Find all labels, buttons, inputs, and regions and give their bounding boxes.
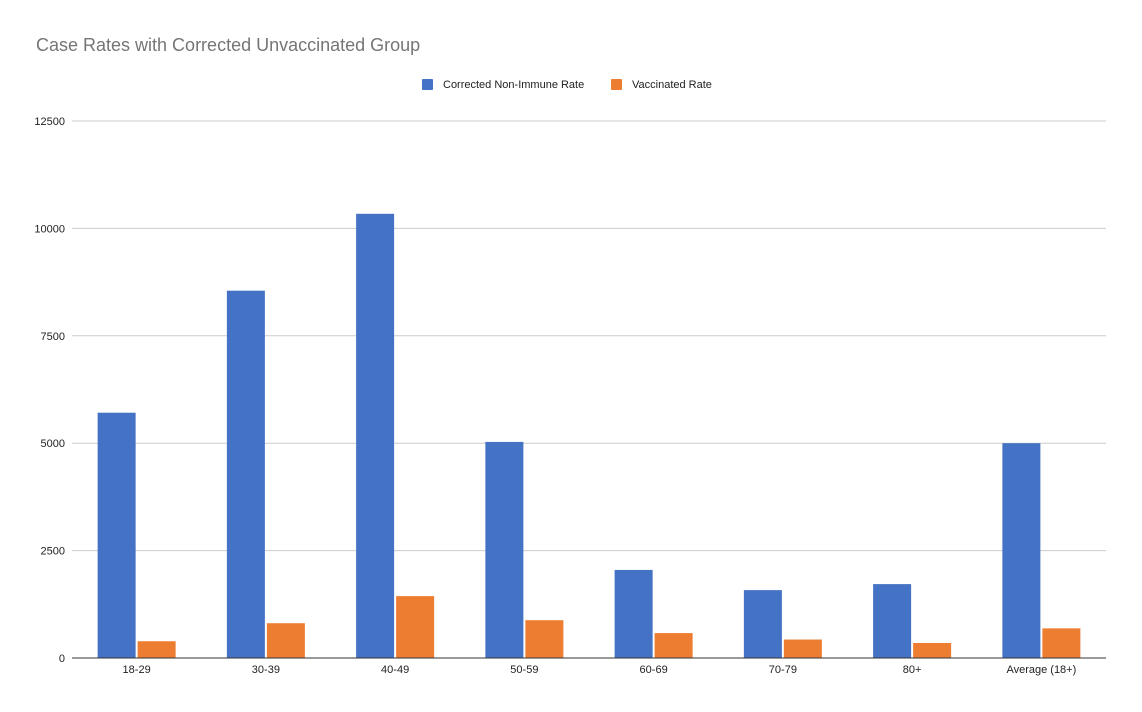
bar-vaccinated-2	[396, 596, 435, 658]
x-tick-label: 80+	[903, 664, 922, 676]
y-tick-label: 10000	[34, 223, 65, 235]
y-tick-label: 12500	[34, 116, 65, 128]
bar-non-immune-2	[356, 213, 395, 659]
bar-non-immune-0	[97, 412, 136, 658]
y-tick-label: 5000	[41, 438, 65, 450]
bars	[97, 213, 1081, 659]
legend-swatch	[611, 79, 622, 90]
bar-non-immune-4	[614, 569, 653, 658]
x-axis-tick-labels: 18-29 30-39 40-49 50-59 60-69 70-79 80+ Average…	[123, 664, 1077, 676]
bar-non-immune-3	[485, 441, 524, 658]
bar-vaccinated-1	[266, 623, 305, 658]
x-tick-label: 40-49	[381, 664, 409, 676]
bar-vaccinated-7	[1042, 628, 1081, 658]
legend-label: Vaccinated Rate	[632, 79, 712, 91]
x-tick-label: 50-59	[510, 664, 538, 676]
x-tick-label: 60-69	[640, 664, 668, 676]
bar-non-immune-6	[873, 584, 912, 658]
legend: Corrected Non-Immune Rate Vaccinated Rate	[422, 79, 712, 91]
y-axis-tick-labels: 0 2500 5000 7500 10000 12500	[34, 116, 65, 665]
legend-swatch	[422, 79, 433, 90]
y-tick-label: 0	[59, 653, 65, 665]
y-tick-label: 7500	[41, 331, 65, 343]
bar-vaccinated-6	[913, 642, 952, 658]
legend-label: Corrected Non-Immune Rate	[443, 79, 584, 91]
bar-non-immune-1	[226, 290, 265, 658]
bar-vaccinated-0	[137, 641, 176, 658]
x-tick-label: 18-29	[123, 664, 151, 676]
bar-vaccinated-5	[783, 639, 822, 658]
x-tick-label: 70-79	[769, 664, 797, 676]
x-tick-label: 30-39	[252, 664, 280, 676]
bar-non-immune-5	[743, 590, 782, 658]
bar-vaccinated-3	[525, 620, 564, 658]
x-tick-label: Average (18+)	[1006, 664, 1076, 676]
y-tick-label: 2500	[41, 546, 65, 558]
bar-non-immune-7	[1002, 443, 1041, 658]
chart-title: Case Rates with Corrected Unvaccinated G…	[36, 35, 420, 55]
bar-vaccinated-4	[654, 633, 693, 658]
